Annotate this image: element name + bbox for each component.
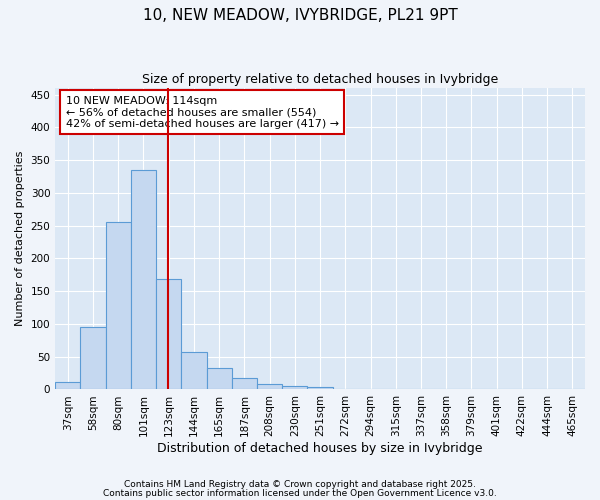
Bar: [232, 378, 257, 390]
Bar: [181, 352, 206, 390]
Bar: [131, 170, 156, 390]
Text: Contains HM Land Registry data © Crown copyright and database right 2025.: Contains HM Land Registry data © Crown c…: [124, 480, 476, 489]
Bar: [55, 382, 80, 390]
Y-axis label: Number of detached properties: Number of detached properties: [15, 151, 25, 326]
Text: 10 NEW MEADOW: 114sqm
← 56% of detached houses are smaller (554)
42% of semi-det: 10 NEW MEADOW: 114sqm ← 56% of detached …: [66, 96, 339, 129]
Title: Size of property relative to detached houses in Ivybridge: Size of property relative to detached ho…: [142, 72, 498, 86]
Bar: [509, 389, 535, 390]
Bar: [282, 386, 307, 390]
Bar: [206, 368, 232, 390]
Bar: [409, 389, 434, 390]
Bar: [106, 222, 131, 390]
Bar: [332, 389, 358, 390]
X-axis label: Distribution of detached houses by size in Ivybridge: Distribution of detached houses by size …: [157, 442, 483, 455]
Text: 10, NEW MEADOW, IVYBRIDGE, PL21 9PT: 10, NEW MEADOW, IVYBRIDGE, PL21 9PT: [143, 8, 457, 22]
Bar: [307, 387, 332, 390]
Bar: [80, 327, 106, 390]
Text: Contains public sector information licensed under the Open Government Licence v3: Contains public sector information licen…: [103, 488, 497, 498]
Bar: [257, 384, 282, 390]
Bar: [358, 389, 383, 390]
Bar: [156, 280, 181, 390]
